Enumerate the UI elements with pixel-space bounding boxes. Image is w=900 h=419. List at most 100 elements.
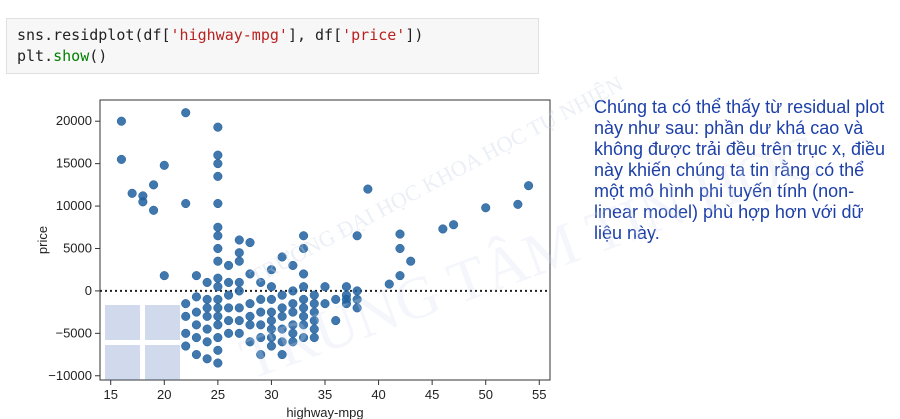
scatter-point bbox=[449, 220, 459, 230]
scatter-point bbox=[234, 328, 244, 338]
explanation-text: Chúng ta có thể thấy từ residual plot nà… bbox=[594, 97, 886, 243]
y-axis-label: price bbox=[35, 226, 50, 254]
scatter-point bbox=[288, 320, 298, 330]
scatter-point bbox=[213, 303, 223, 313]
scatter-point bbox=[277, 324, 287, 334]
scatter-point bbox=[288, 307, 298, 317]
y-tick-label: 5000 bbox=[63, 240, 92, 255]
scatter-point bbox=[213, 256, 223, 266]
scatter-point bbox=[266, 307, 276, 317]
scatter-point bbox=[352, 286, 362, 296]
scatter-point bbox=[149, 205, 159, 215]
scatter-point bbox=[202, 311, 212, 321]
scatter-point bbox=[234, 248, 244, 258]
scatter-point bbox=[513, 199, 523, 209]
y-tick-label: 0 bbox=[85, 283, 92, 298]
code-cell[interactable]: sns.residplot(df['highway-mpg'], df['pri… bbox=[6, 18, 539, 74]
y-tick-label: 15000 bbox=[56, 156, 92, 171]
scatter-point bbox=[245, 299, 255, 309]
scatter-point bbox=[202, 277, 212, 287]
scatter-point bbox=[234, 303, 244, 313]
scatter-point bbox=[202, 337, 212, 347]
scatter-point bbox=[309, 324, 319, 334]
scatter-point bbox=[191, 349, 201, 360]
y-tick-label: −5000 bbox=[55, 325, 92, 340]
scatter-point bbox=[363, 184, 373, 194]
code-token: plt. bbox=[17, 47, 54, 65]
scatter-point bbox=[341, 299, 351, 309]
scatter-point bbox=[213, 122, 223, 132]
scatter-point bbox=[191, 292, 201, 302]
scatter-point bbox=[277, 337, 287, 347]
scatter-point bbox=[299, 311, 309, 321]
scatter-point bbox=[288, 299, 298, 309]
watermark-logo-icon bbox=[100, 300, 210, 390]
scatter-point bbox=[213, 231, 223, 241]
scatter-point bbox=[213, 311, 223, 321]
x-axis-label: highway-mpg bbox=[286, 405, 363, 419]
scatter-point bbox=[277, 290, 287, 300]
code-string-token: 'highway-mpg' bbox=[170, 26, 288, 44]
scatter-point bbox=[331, 316, 341, 326]
scatter-point bbox=[224, 303, 234, 313]
y-tick-label: 20000 bbox=[56, 113, 92, 128]
scatter-point bbox=[245, 320, 255, 330]
scatter-point bbox=[395, 229, 405, 239]
scatter-point bbox=[234, 316, 244, 326]
code-line-show: plt.show() bbox=[17, 46, 528, 67]
scatter-point bbox=[266, 324, 276, 334]
x-tick-label: 30 bbox=[264, 387, 278, 402]
scatter-point bbox=[224, 277, 234, 287]
scatter-point bbox=[309, 316, 319, 326]
scatter-point bbox=[524, 181, 534, 191]
code-token: ]) bbox=[405, 26, 424, 44]
x-tick-label: 25 bbox=[211, 387, 225, 402]
scatter-point bbox=[181, 108, 191, 118]
scatter-point bbox=[181, 328, 191, 338]
scatter-point bbox=[299, 294, 309, 304]
scatter-point bbox=[395, 243, 405, 254]
x-tick-label: 35 bbox=[318, 387, 332, 402]
code-keyword-token: show bbox=[53, 47, 90, 65]
scatter-point bbox=[213, 294, 223, 304]
code-token: sns.residplot(df[ bbox=[17, 26, 171, 44]
scatter-point bbox=[213, 222, 223, 232]
scatter-point bbox=[406, 256, 416, 266]
scatter-point bbox=[266, 294, 276, 304]
scatter-point bbox=[288, 328, 298, 338]
scatter-point bbox=[256, 277, 266, 287]
scatter-point bbox=[277, 311, 287, 321]
scatter-point bbox=[395, 271, 405, 281]
residual-plot: 15 20 25 30 35 40 45 50 55 −10000 −5000 0 5000 10000 1… bbox=[35, 99, 551, 419]
y-tick-label: 10000 bbox=[56, 198, 92, 213]
scatter-point bbox=[256, 307, 266, 317]
scatter-point bbox=[202, 324, 212, 334]
scatter-point bbox=[213, 320, 223, 330]
scatter-point bbox=[256, 294, 266, 304]
scatter-point bbox=[352, 303, 362, 313]
scatter-point bbox=[481, 203, 491, 213]
scatter-point bbox=[213, 333, 223, 343]
scatter-point bbox=[224, 260, 234, 271]
scatter-point bbox=[320, 299, 330, 309]
scatter-point bbox=[331, 294, 341, 304]
scatter-point bbox=[138, 197, 148, 207]
x-tick-label: 20 bbox=[157, 387, 171, 402]
scatter-point bbox=[116, 154, 126, 164]
x-tick-label: 40 bbox=[371, 387, 385, 402]
scatter-point bbox=[245, 311, 255, 321]
scatter-point bbox=[299, 231, 309, 241]
scatter-point bbox=[191, 320, 201, 330]
scatter-point bbox=[224, 290, 234, 300]
scatter-point bbox=[181, 341, 191, 351]
scatter-point bbox=[256, 349, 266, 360]
scatter-point bbox=[277, 303, 287, 313]
scatter-point bbox=[352, 294, 362, 304]
x-tick-label: 45 bbox=[425, 387, 439, 402]
code-string-token: 'price' bbox=[342, 26, 406, 44]
scatter-point bbox=[213, 273, 223, 283]
scatter-point bbox=[309, 333, 319, 343]
scatter-point bbox=[213, 358, 223, 368]
scatter-point bbox=[213, 243, 223, 254]
scatter-point bbox=[266, 341, 276, 351]
